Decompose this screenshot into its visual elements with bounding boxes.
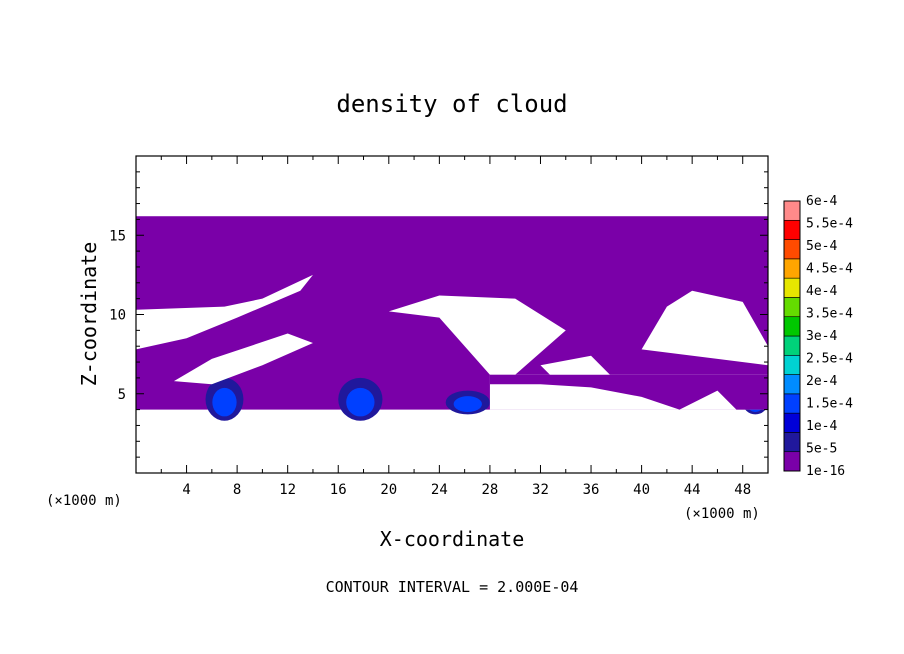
colorbar-label: 3e-4 [806,329,837,344]
x-tick-label: 4 [182,482,190,498]
x-tick-label: 28 [481,482,498,498]
colorbar-swatch [783,393,801,414]
colorbar-label: 1e-4 [806,419,837,434]
colorbar-label: 2e-4 [806,374,837,389]
colorbar-swatch [783,200,801,221]
contour-interval-note: CONTOUR INTERVAL = 2.000E-04 [326,578,579,596]
colorbar-swatch [783,277,801,298]
clear-air-gap [173,333,313,385]
colorbar-swatch [783,451,801,472]
colorbar-frame [783,200,801,472]
colorbar: 1e-16 5e-5 1e-4 1.5e-4 2e-4 2.5e-4 3e-4 3.5e-4 4… [783,194,853,479]
x-axis-ticks: 4 8 12 16 20 24 28 32 36 40 44 48 [160,156,751,498]
clear-air-gap [388,295,566,375]
colorbar-label: 4e-4 [806,284,837,299]
clear-air-gap [641,290,768,366]
x-tick-label: 16 [330,482,347,498]
x-tick-label: 36 [583,482,600,498]
colorbar-swatch [783,412,801,433]
colorbar-swatch [783,432,801,453]
colorbar-swatch [783,316,801,337]
colorbar-label: 5e-5 [806,442,837,457]
x-tick-label: 12 [279,482,296,498]
x-tick-label: 40 [633,482,650,498]
colorbar-label: 2.5e-4 [806,352,853,367]
x-tick-label: 44 [684,482,701,498]
x-tick-label: 8 [233,482,241,498]
cloud-core-inner [453,396,482,412]
y-tick-label: 5 [118,387,126,403]
x-tick-label: 20 [380,482,397,498]
colorbar-label: 4.5e-4 [806,262,853,277]
colorbar-swatch [783,239,801,260]
y-axis-label: Z-coordinate [77,242,101,387]
cloud-core-inner [346,387,375,417]
colorbar-label: 3.5e-4 [806,307,853,322]
colorbar-swatch [783,258,801,279]
colorbar-swatch [783,354,801,375]
x-tick-label: 32 [532,482,549,498]
colorbar-swatch [783,335,801,356]
x-tick-label: 24 [431,482,448,498]
cloud-field [136,216,768,421]
x-tick-label: 48 [734,482,751,498]
colorbar-label: 5.5e-4 [806,217,853,232]
colorbar-label: 1.5e-4 [806,397,853,412]
y-tick-label: 10 [109,308,126,324]
colorbar-swatch [783,374,801,395]
chart-title: density of cloud [336,90,567,118]
x-axis-label: X-coordinate [380,527,525,551]
x-unit-label-left: (×1000 m) [46,493,122,509]
y-tick-label: 15 [109,228,126,244]
clear-air-gap [136,274,313,350]
colorbar-swatch [783,219,801,240]
cloud-core-inner [212,387,237,417]
colorbar-label: 1e-16 [806,464,845,479]
colorbar-label: 5e-4 [806,239,837,254]
y-axis-ticks: 5 10 15 [109,171,768,458]
x-unit-label-right: (×1000 m) [684,506,760,522]
colorbar-label: 6e-4 [806,194,837,209]
colorbar-swatch [783,297,801,318]
cloud-region [489,374,768,410]
